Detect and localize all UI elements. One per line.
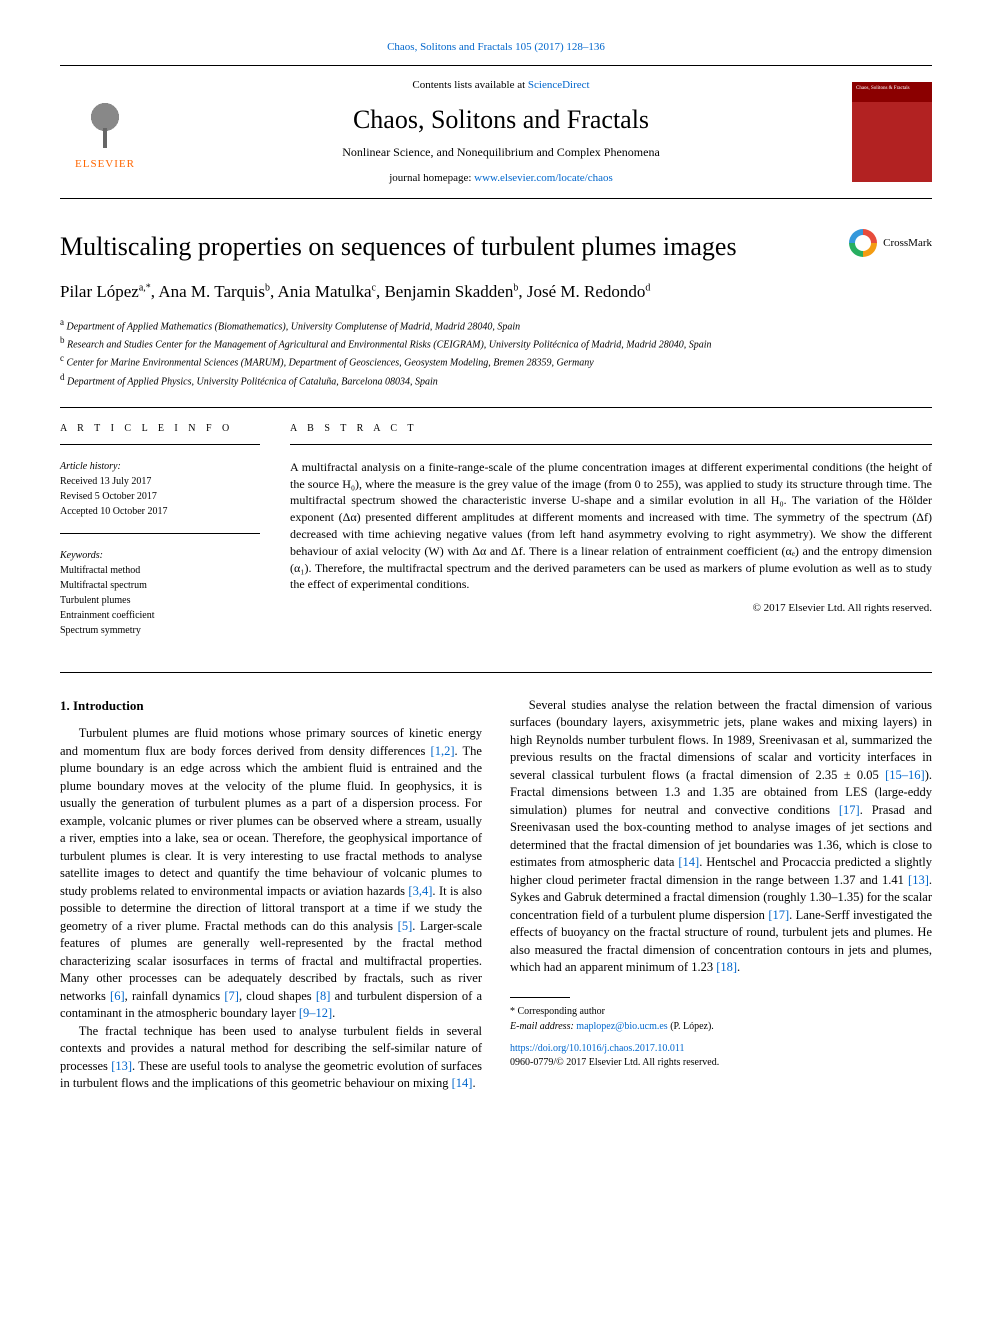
abstract: a b s t r a c t A multifractal analysis …: [290, 422, 932, 652]
info-rule-1: [60, 444, 260, 445]
ref-link[interactable]: [3,4]: [408, 884, 432, 898]
crossmark[interactable]: CrossMark: [849, 229, 932, 257]
journal-subtitle: Nonlinear Science, and Nonequilibrium an…: [150, 144, 852, 161]
journal-name: Chaos, Solitons and Fractals: [150, 102, 852, 138]
affiliation: d Department of Applied Physics, Univers…: [60, 371, 932, 389]
ref-link[interactable]: [17]: [839, 803, 860, 817]
keywords-label: Keywords:: [60, 548, 260, 563]
body-para: Turbulent plumes are fluid motions whose…: [60, 725, 482, 1023]
ref-link[interactable]: [5]: [398, 919, 413, 933]
ref-link[interactable]: [9–12]: [299, 1006, 332, 1020]
footnotes: * Corresponding author E-mail address: m…: [510, 1004, 932, 1034]
homepage-line: journal homepage: www.elsevier.com/locat…: [150, 171, 852, 186]
cover-label: Chaos, Solitons & Fractals: [856, 86, 910, 92]
section-heading: 1. Introduction: [60, 697, 482, 715]
rule-bottom: [60, 672, 932, 673]
abstract-copyright: © 2017 Elsevier Ltd. All rights reserved…: [290, 601, 932, 616]
email-label: E-mail address:: [510, 1021, 576, 1032]
crossmark-icon: [849, 229, 877, 257]
ref-link[interactable]: [13]: [908, 873, 929, 887]
header-center: Contents lists available at ScienceDirec…: [150, 78, 852, 186]
affiliation: c Center for Marine Environmental Scienc…: [60, 352, 932, 370]
homepage-link[interactable]: www.elsevier.com/locate/chaos: [474, 172, 613, 184]
affiliation: b Research and Studies Center for the Ma…: [60, 334, 932, 352]
article-title: Multiscaling properties on sequences of …: [60, 229, 849, 265]
journal-cover-thumb: Chaos, Solitons & Fractals: [852, 82, 932, 182]
ref-link[interactable]: [8]: [316, 989, 331, 1003]
ref-link[interactable]: [13]: [111, 1059, 132, 1073]
ref-link[interactable]: [17]: [768, 908, 789, 922]
article-history: Article history: Received 13 July 2017 R…: [60, 459, 260, 519]
abstract-heading: a b s t r a c t: [290, 422, 932, 436]
ref-link[interactable]: [7]: [224, 989, 239, 1003]
keywords-block: Keywords: Multifractal method Multifract…: [60, 548, 260, 638]
author-sup: b: [265, 282, 270, 293]
abstract-text: A multifractal analysis on a finite-rang…: [290, 459, 932, 593]
keyword: Entrainment coefficient: [60, 608, 260, 623]
doi-block: https://doi.org/10.1016/j.chaos.2017.10.…: [510, 1042, 932, 1070]
footnote-separator: [510, 997, 570, 998]
doi-link[interactable]: https://doi.org/10.1016/j.chaos.2017.10.…: [510, 1043, 684, 1054]
title-row: Multiscaling properties on sequences of …: [60, 229, 932, 265]
history-label: Article history:: [60, 459, 260, 474]
author-sup: a,*: [139, 282, 151, 293]
affiliation: a Department of Applied Mathematics (Bio…: [60, 316, 932, 334]
corresponding-author: * Corresponding author: [510, 1004, 932, 1019]
abstract-rule: [290, 444, 932, 445]
keyword: Turbulent plumes: [60, 593, 260, 608]
ref-link[interactable]: [14]: [678, 855, 699, 869]
body-para: Several studies analyse the relation bet…: [510, 697, 932, 977]
author-sup: c: [372, 282, 376, 293]
ref-link[interactable]: [14]: [452, 1076, 473, 1090]
body-para: The fractal technique has been used to a…: [60, 1023, 482, 1093]
rule-top: [60, 407, 932, 408]
email-line: E-mail address: maplopez@bio.ucm.es (P. …: [510, 1019, 932, 1034]
contents-line: Contents lists available at ScienceDirec…: [150, 78, 852, 93]
crossmark-label: CrossMark: [883, 236, 932, 251]
elsevier-label: ELSEVIER: [75, 157, 135, 172]
contents-prefix: Contents lists available at: [412, 79, 527, 91]
info-abstract-row: a r t i c l e i n f o Article history: R…: [60, 422, 932, 652]
affiliations: a Department of Applied Mathematics (Bio…: [60, 316, 932, 389]
ref-link[interactable]: [1,2]: [431, 744, 455, 758]
elsevier-logo: ELSEVIER: [60, 87, 150, 177]
ref-link[interactable]: [15–16]: [885, 768, 925, 782]
info-heading: a r t i c l e i n f o: [60, 422, 260, 436]
top-citation-link[interactable]: Chaos, Solitons and Fractals 105 (2017) …: [387, 41, 605, 53]
elsevier-tree-icon: [75, 93, 135, 153]
email-suffix: (P. López).: [668, 1021, 714, 1032]
homepage-prefix: journal homepage:: [389, 172, 474, 184]
ref-link[interactable]: [6]: [110, 989, 125, 1003]
author-sup: b: [513, 282, 518, 293]
history-line: Revised 5 October 2017: [60, 489, 260, 504]
keyword: Multifractal spectrum: [60, 578, 260, 593]
email-link[interactable]: maplopez@bio.ucm.es: [576, 1021, 667, 1032]
history-line: Accepted 10 October 2017: [60, 504, 260, 519]
info-rule-2: [60, 533, 260, 534]
journal-header: ELSEVIER Contents lists available at Sci…: [60, 65, 932, 199]
issn-line: 0960-0779/© 2017 Elsevier Ltd. All right…: [510, 1056, 932, 1070]
article-info: a r t i c l e i n f o Article history: R…: [60, 422, 260, 652]
keyword: Spectrum symmetry: [60, 623, 260, 638]
authors: Pilar Lópeza,*, Ana M. Tarquisb, Ania Ma…: [60, 280, 932, 304]
history-line: Received 13 July 2017: [60, 474, 260, 489]
top-citation: Chaos, Solitons and Fractals 105 (2017) …: [60, 40, 932, 55]
sciencedirect-link[interactable]: ScienceDirect: [528, 79, 590, 91]
body-columns: 1. Introduction Turbulent plumes are flu…: [60, 697, 932, 1093]
author-sup: d: [645, 282, 650, 293]
ref-link[interactable]: [18]: [716, 960, 737, 974]
keyword: Multifractal method: [60, 563, 260, 578]
